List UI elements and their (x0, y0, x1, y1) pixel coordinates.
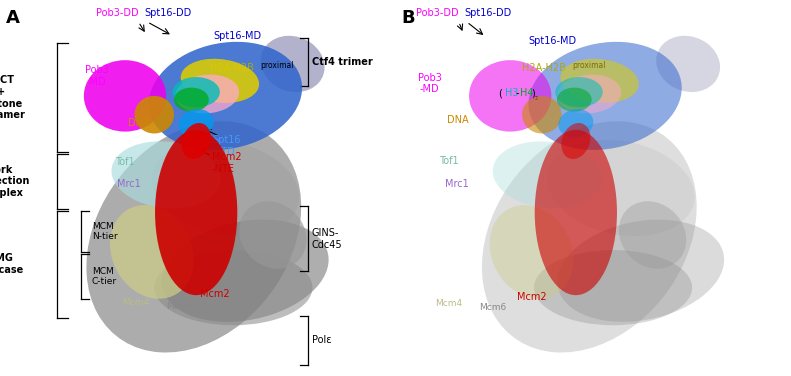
Ellipse shape (493, 141, 602, 208)
Ellipse shape (110, 205, 194, 299)
Text: FACT
+
Histone
hexamer: FACT + Histone hexamer (0, 75, 25, 120)
Text: Spt16-DD: Spt16-DD (464, 8, 512, 18)
Ellipse shape (179, 109, 214, 138)
Text: (: ( (498, 88, 502, 98)
Text: Tof1: Tof1 (115, 157, 134, 167)
Ellipse shape (182, 123, 210, 159)
Ellipse shape (562, 123, 590, 159)
Ellipse shape (558, 109, 593, 138)
Ellipse shape (154, 250, 312, 325)
Ellipse shape (180, 59, 259, 103)
Ellipse shape (535, 130, 617, 295)
Ellipse shape (534, 250, 692, 325)
Ellipse shape (174, 88, 209, 112)
Text: Pob3
-MD: Pob3 -MD (418, 73, 441, 94)
Text: Spt16-MD: Spt16-MD (528, 36, 577, 46)
Ellipse shape (239, 201, 307, 269)
Ellipse shape (176, 74, 239, 114)
Text: DNA: DNA (447, 115, 468, 124)
Text: (: ( (196, 90, 200, 100)
Text: GINS-
Cdc45: GINS- Cdc45 (312, 228, 343, 250)
Text: Tof1: Tof1 (439, 156, 459, 166)
Ellipse shape (261, 36, 324, 92)
Text: MCM
N-tier: MCM N-tier (92, 221, 117, 241)
Ellipse shape (482, 121, 697, 353)
Ellipse shape (522, 96, 562, 133)
Ellipse shape (528, 42, 682, 150)
Text: ): ) (229, 90, 233, 100)
Text: Mcm2
-NTE: Mcm2 -NTE (212, 152, 241, 174)
Text: Spt16-MD: Spt16-MD (214, 31, 262, 41)
Text: ₂: ₂ (233, 95, 236, 104)
Ellipse shape (152, 140, 299, 236)
Ellipse shape (557, 88, 592, 112)
Text: Ctf4 trimer: Ctf4 trimer (312, 57, 373, 67)
Ellipse shape (490, 205, 573, 299)
Text: Pob3-DD: Pob3-DD (416, 8, 459, 18)
Text: Mcm4: Mcm4 (123, 298, 149, 307)
Text: Mcm4: Mcm4 (435, 299, 462, 308)
Text: proximal: proximal (573, 61, 606, 70)
Ellipse shape (112, 141, 221, 208)
Text: MCM
C-tier: MCM C-tier (92, 267, 117, 286)
Ellipse shape (547, 140, 694, 236)
Text: Pob3
-MD: Pob3 -MD (85, 65, 108, 87)
Text: H2A-H2B: H2A-H2B (522, 63, 566, 73)
Text: Spt16
-CTD: Spt16 -CTD (212, 135, 240, 157)
Text: Fork
protection
complex: Fork protection complex (0, 165, 29, 198)
Text: Mcm2: Mcm2 (200, 289, 230, 299)
Ellipse shape (555, 77, 603, 107)
Ellipse shape (558, 74, 621, 114)
Text: -: - (516, 88, 519, 98)
Text: proximal: proximal (260, 61, 293, 70)
Ellipse shape (162, 220, 328, 322)
Text: Mcm2: Mcm2 (517, 292, 547, 302)
Text: Mcm6: Mcm6 (166, 302, 193, 311)
Ellipse shape (149, 42, 302, 150)
Text: Spt16-DD: Spt16-DD (145, 8, 192, 18)
Text: A: A (6, 9, 21, 27)
Text: Polε: Polε (312, 335, 331, 345)
Text: ₂: ₂ (535, 93, 538, 102)
Text: ): ) (532, 88, 536, 98)
Text: H3: H3 (202, 90, 216, 100)
Ellipse shape (84, 60, 166, 132)
Text: H2A-H2B: H2A-H2B (210, 63, 253, 73)
Ellipse shape (86, 121, 301, 353)
Ellipse shape (657, 36, 720, 92)
Text: H3: H3 (505, 88, 518, 98)
Text: Pob3-DD: Pob3-DD (96, 8, 138, 18)
Ellipse shape (172, 77, 220, 107)
Text: B: B (402, 9, 415, 27)
Ellipse shape (155, 130, 237, 295)
Text: H4: H4 (218, 90, 232, 100)
Text: H4: H4 (520, 88, 534, 98)
Text: Mrc1: Mrc1 (117, 179, 141, 189)
Text: -: - (214, 90, 217, 100)
Text: Mrc1: Mrc1 (445, 179, 468, 189)
Text: DNA: DNA (128, 118, 149, 128)
Text: CMG
helicase: CMG helicase (0, 253, 24, 275)
Ellipse shape (558, 220, 724, 322)
Ellipse shape (560, 59, 639, 103)
Ellipse shape (619, 201, 687, 269)
Ellipse shape (469, 60, 551, 132)
Text: Mcm6: Mcm6 (479, 303, 506, 312)
Ellipse shape (134, 96, 174, 133)
